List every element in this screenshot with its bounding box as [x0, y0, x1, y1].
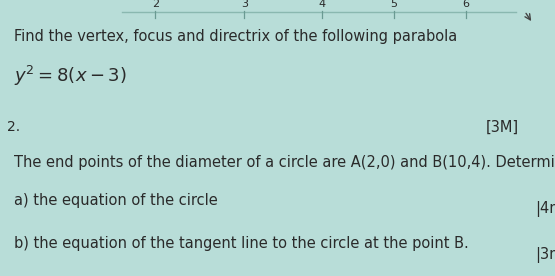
Text: 2.: 2. [7, 120, 20, 134]
Text: a) the equation of the circle: a) the equation of the circle [14, 193, 218, 208]
Text: 6: 6 [463, 0, 470, 9]
Text: b) the equation of the tangent line to the circle at the point B.: b) the equation of the tangent line to t… [14, 236, 468, 251]
Text: 4: 4 [319, 0, 325, 9]
Text: Find the vertex, focus and directrix of the following parabola: Find the vertex, focus and directrix of … [14, 29, 457, 44]
Text: 2: 2 [152, 0, 159, 9]
Text: |4m: |4m [536, 201, 555, 217]
Text: 3: 3 [241, 0, 248, 9]
Text: [3M]: [3M] [486, 120, 519, 135]
Text: The end points of the diameter of a circle are A(2,0) and B(10,4). Determine: The end points of the diameter of a circ… [14, 155, 555, 169]
Text: |3m: |3m [536, 247, 555, 263]
Text: 5: 5 [391, 0, 397, 9]
Text: $y^2 = 8(x-3)$: $y^2 = 8(x-3)$ [14, 63, 127, 87]
